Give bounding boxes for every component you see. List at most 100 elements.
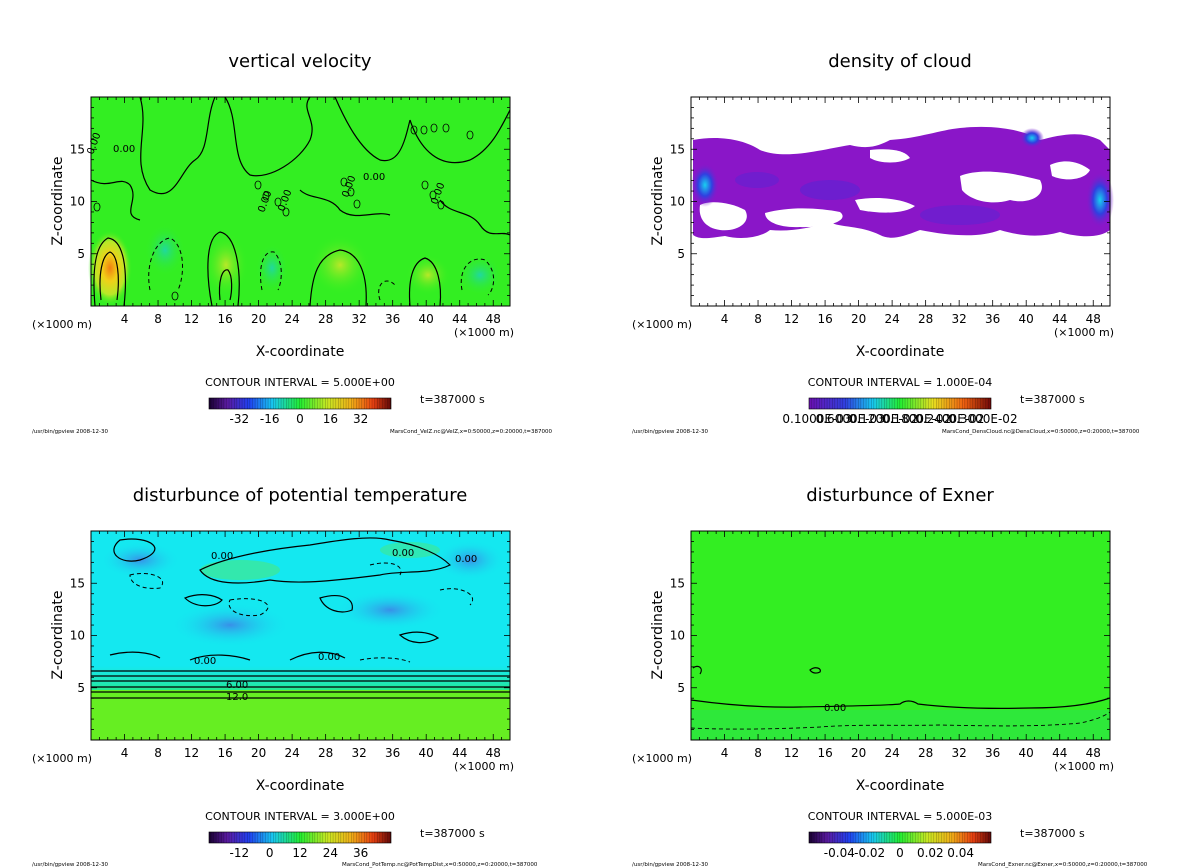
contour-label: 0.00 xyxy=(363,172,385,183)
contour-label: 6.00 xyxy=(226,680,248,691)
x-tick-label: 40 xyxy=(1019,746,1034,760)
cool-region xyxy=(435,540,505,580)
contour-label: 0.00 xyxy=(392,548,414,559)
y-axis-label: Z-coordinate xyxy=(650,156,666,245)
x-unit-left: (×1000 m) xyxy=(32,318,92,331)
x-axis-label: X-coordinate xyxy=(256,344,345,360)
x-tick-label: 8 xyxy=(154,312,162,326)
panel-density-of-cloud: density of cloud 4 8 12 16 20 24 28 32 36 40 44 48 xyxy=(632,51,1140,435)
y-axis-label: Z-coordinate xyxy=(50,156,66,245)
x-tick-label: 16 xyxy=(217,312,232,326)
footer-left: /usr/bin/gpview 2008-12-30 xyxy=(632,429,709,435)
time-label: t=387000 s xyxy=(420,827,485,840)
cool-region xyxy=(170,603,290,647)
colorbar-tick-label: 0.1800E-02 xyxy=(882,412,951,426)
x-unit-right: (×1000 m) xyxy=(1054,326,1114,339)
x-axis-ticks: 4 8 12 16 20 24 28 32 36 40 44 48 xyxy=(698,531,1103,760)
x-unit-right: (×1000 m) xyxy=(454,326,514,339)
x-axis-label: X-coordinate xyxy=(856,778,945,794)
contour-lines xyxy=(91,537,510,699)
y-axis-ticks: 5 10 15 xyxy=(670,541,1110,730)
contour-interval: CONTOUR INTERVAL = 5.000E-03 xyxy=(808,810,992,823)
downdraft-region xyxy=(458,255,502,295)
x-tick-label: 36 xyxy=(385,312,400,326)
x-tick-label: 32 xyxy=(352,746,367,760)
colorbar-ticks: -12 0 12 24 36 xyxy=(230,846,369,860)
x-tick-label: 16 xyxy=(817,312,832,326)
x-tick-label: 24 xyxy=(884,312,899,326)
x-tick-label: 4 xyxy=(121,312,129,326)
y-axis-label: Z-coordinate xyxy=(650,590,666,679)
negative-contours xyxy=(148,237,495,301)
colorbar-tick-label: 0.02 xyxy=(917,846,944,860)
x-tick-label: 28 xyxy=(318,746,333,760)
colorbar-tick-label: -0.04 xyxy=(824,846,855,860)
x-tick-label: 44 xyxy=(1052,746,1067,760)
y-tick-label: 15 xyxy=(70,576,85,590)
x-tick-label: 28 xyxy=(918,746,933,760)
time-label: t=387000 s xyxy=(1020,827,1085,840)
y-tick-label: 5 xyxy=(677,681,685,695)
x-tick-label: 24 xyxy=(284,746,299,760)
colorbar-tick-label: -32 xyxy=(230,412,250,426)
colorbar-ticks: 0.1000E-030.6000E-030.1200E-020.1800E-02… xyxy=(782,412,1017,426)
x-axis-ticks: 4 8 12 16 20 24 28 32 36 40 44 48 xyxy=(698,97,1103,326)
y-tick-label: 15 xyxy=(670,142,685,156)
colorbar-tick-label: -16 xyxy=(260,412,280,426)
x-tick-label: 40 xyxy=(1019,312,1034,326)
x-tick-label: 4 xyxy=(121,746,129,760)
x-tick-label: 28 xyxy=(918,312,933,326)
x-axis-label: X-coordinate xyxy=(256,778,345,794)
plot-area: 0.00 0.00 0.00 0.00 0.00 0.00 0.00 xyxy=(85,96,511,307)
contour-interval: CONTOUR INTERVAL = 3.000E+00 xyxy=(205,810,395,823)
colorbar-tick-label: 0.6000E-03 xyxy=(816,412,885,426)
downdraft-region xyxy=(256,244,288,292)
colorbar-tick-label: 0 xyxy=(296,412,304,426)
footer-right: MarsCond_PotTemp.nc@PotTempDist,x=0:5000… xyxy=(342,862,538,868)
x-tick-label: 24 xyxy=(884,746,899,760)
colorbar-tick-label: 12 xyxy=(292,846,307,860)
chart-title: vertical velocity xyxy=(228,51,372,72)
plot-area: 0.00 0.00 0.00 0.00 0.00 6.00 12.0 xyxy=(90,530,511,741)
chart-title: density of cloud xyxy=(828,51,972,72)
y-axis-label: Z-coordinate xyxy=(50,590,66,679)
panel-vertical-velocity: vertical velocity xyxy=(32,51,553,435)
footer-left: /usr/bin/gpview 2008-12-30 xyxy=(32,862,109,868)
cloud-gaps xyxy=(699,149,1090,231)
x-axis-ticks: 4 8 12 16 20 24 28 32 36 40 44 48 xyxy=(98,97,503,326)
contour-lines xyxy=(690,665,1111,709)
footer-left: /usr/bin/gpview 2008-12-30 xyxy=(32,429,109,435)
x-tick-label: 12 xyxy=(784,746,799,760)
footer-left: /usr/bin/gpview 2008-12-30 xyxy=(632,862,709,868)
colorbar-tick-label: -12 xyxy=(230,846,250,860)
contour-label: 0.00 xyxy=(455,554,477,565)
contour-label: 0.00 xyxy=(824,703,846,714)
contour-label: 12.0 xyxy=(226,692,248,703)
panel-exner: disturbunce of Exner 0.00 4 8 12 16 20 24 28 32… xyxy=(632,485,1148,868)
x-tick-label: 20 xyxy=(851,746,866,760)
x-tick-label: 28 xyxy=(318,312,333,326)
x-tick-label: 12 xyxy=(184,746,199,760)
y-axis-ticks: 5 10 15 xyxy=(70,107,510,296)
x-tick-label: 48 xyxy=(486,746,501,760)
x-axis-label: X-coordinate xyxy=(856,344,945,360)
footer-right: MarsCond_Exner.nc@Exner,x=0:50000,z=0:20… xyxy=(978,862,1148,868)
x-tick-label: 20 xyxy=(251,746,266,760)
x-tick-label: 32 xyxy=(352,312,367,326)
field-background xyxy=(691,531,1110,740)
x-tick-label: 36 xyxy=(385,746,400,760)
warm-region xyxy=(200,560,280,580)
x-tick-label: 20 xyxy=(251,312,266,326)
contour-label: 0.00 xyxy=(194,656,216,667)
plot-area: 0.00 xyxy=(690,530,1111,741)
small-contours xyxy=(93,123,474,301)
x-tick-label: 8 xyxy=(754,312,762,326)
x-tick-label: 8 xyxy=(154,746,162,760)
plot-area xyxy=(690,96,1114,307)
warm-region xyxy=(380,542,440,558)
footer-right: MarsCond_DensCloud.nc@DensCloud,x=0:5000… xyxy=(942,429,1140,435)
y-tick-label: 10 xyxy=(670,629,685,643)
chart-title: disturbunce of Exner xyxy=(806,485,994,506)
x-tick-label: 8 xyxy=(754,746,762,760)
time-label: t=387000 s xyxy=(1020,393,1085,406)
